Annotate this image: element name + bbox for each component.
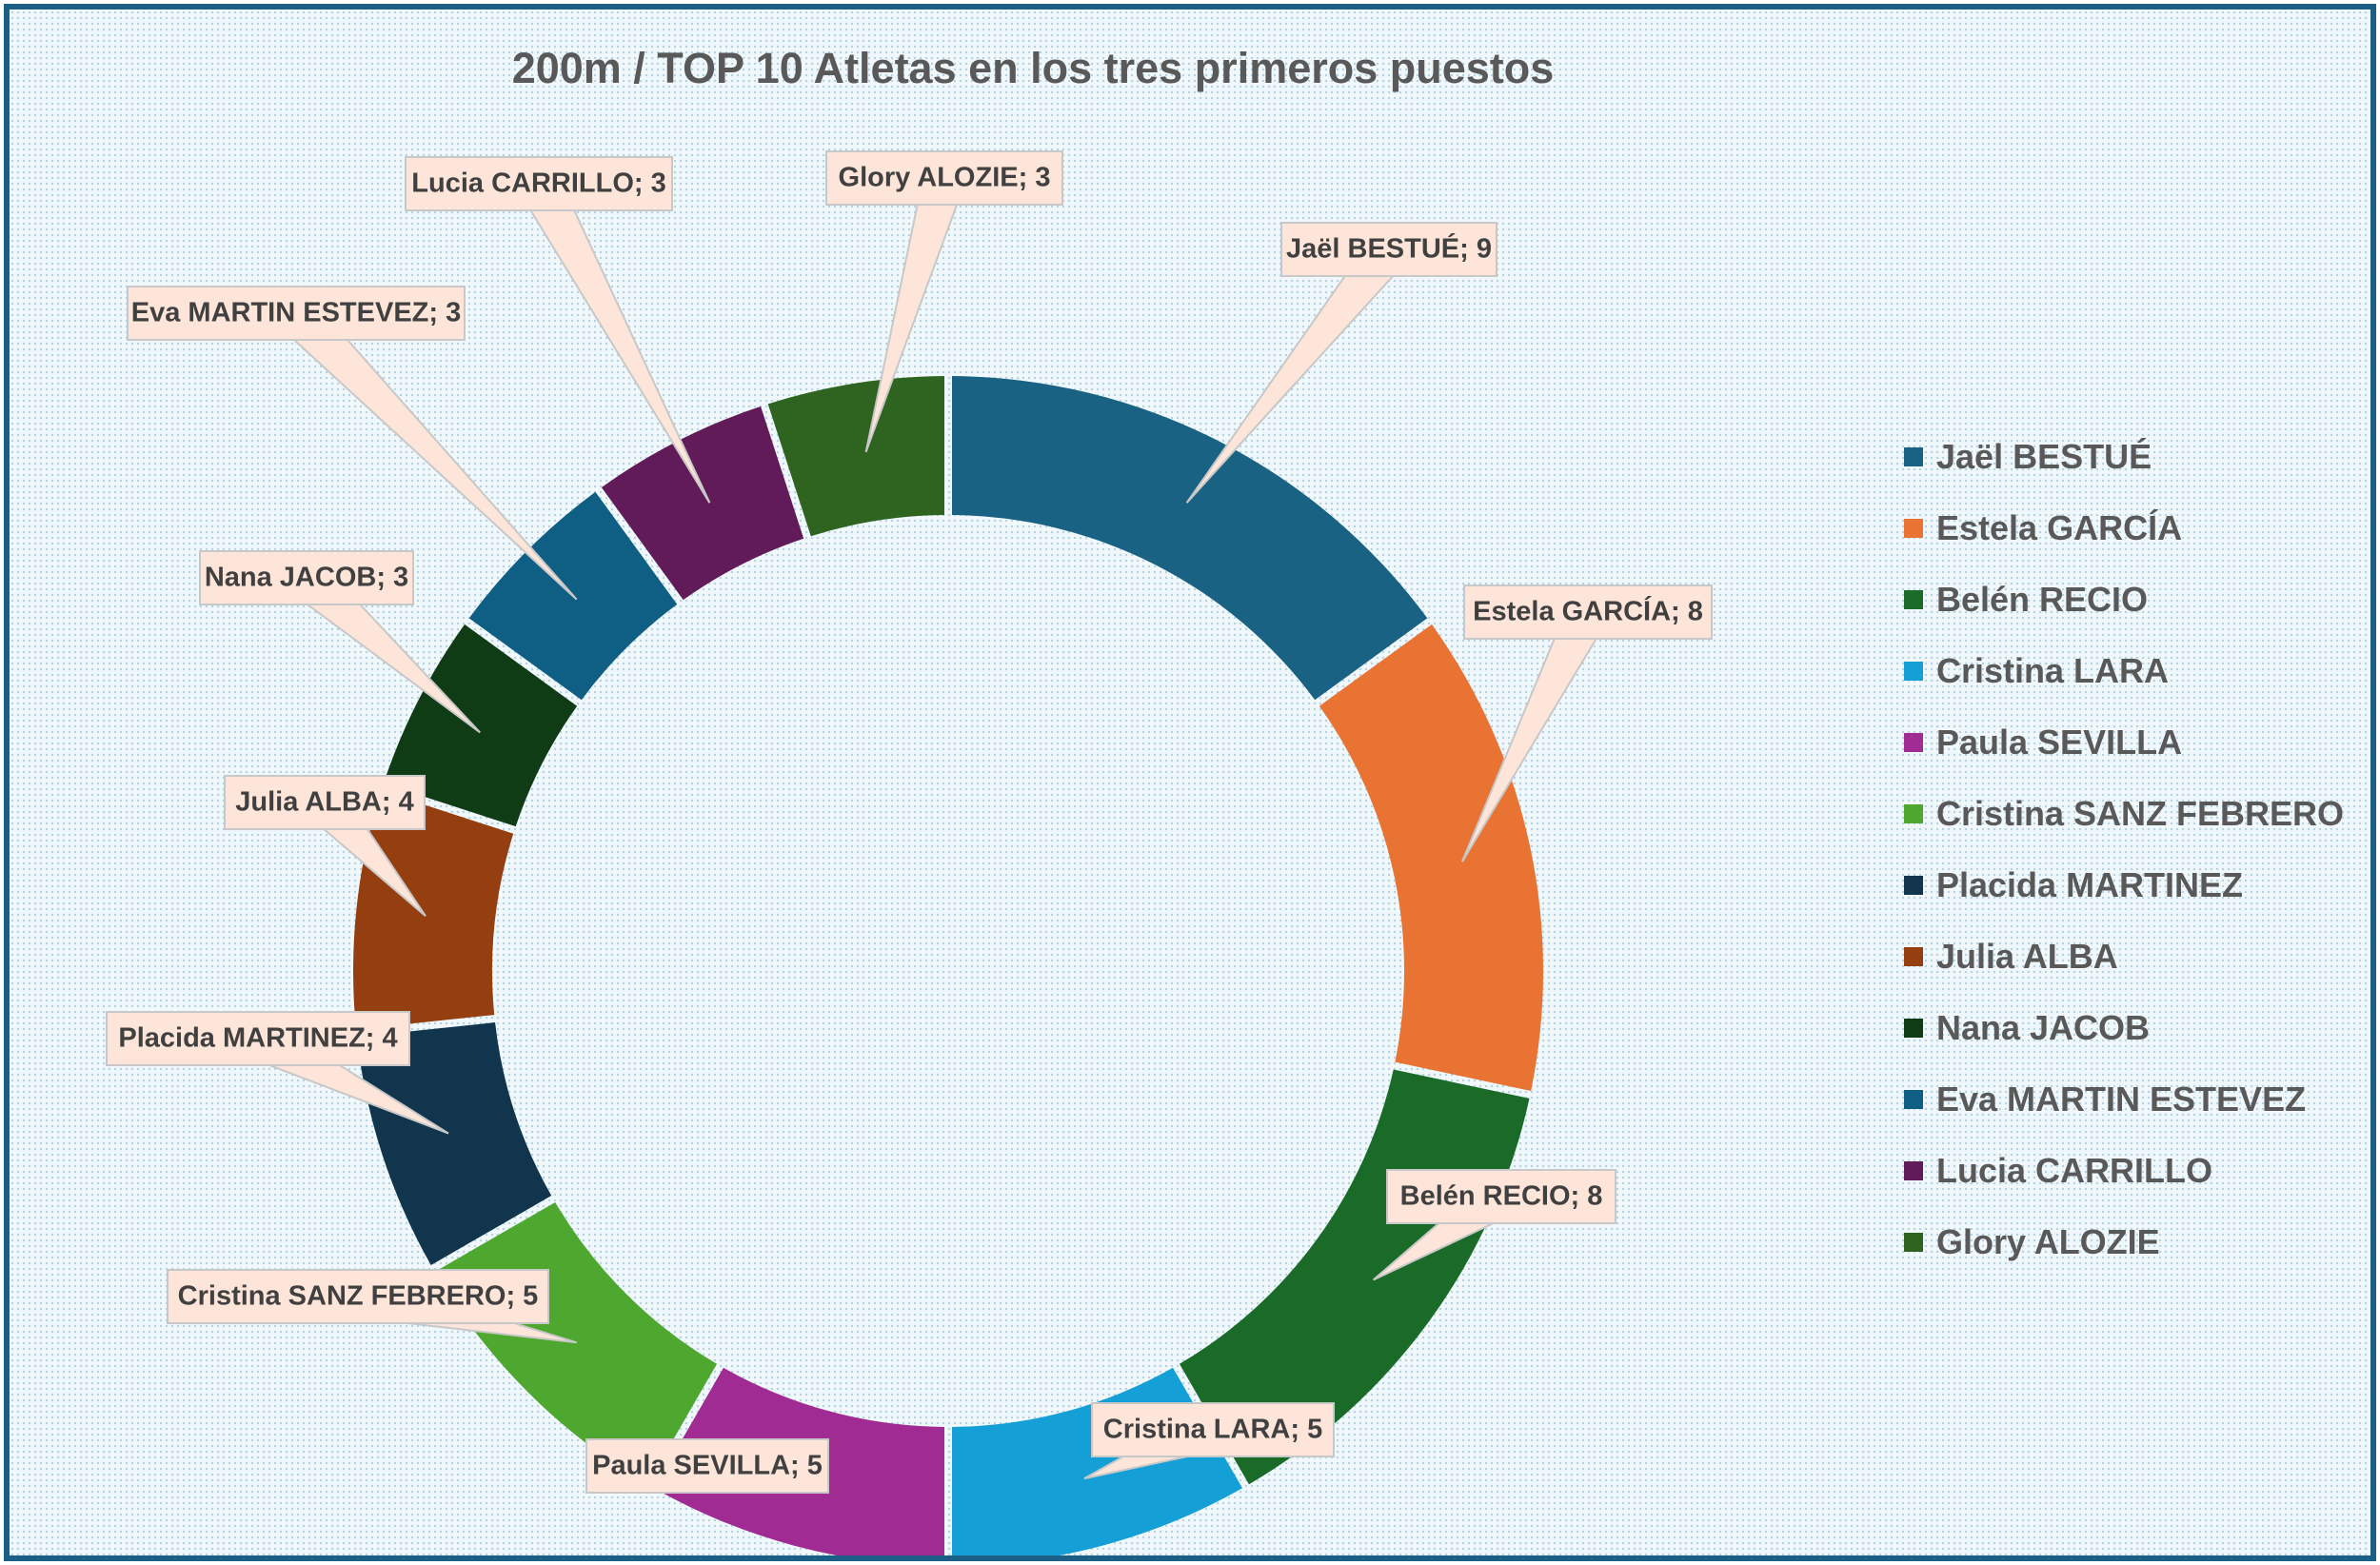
legend-swatch xyxy=(1904,732,1923,752)
legend-label: Paula SEVILLA xyxy=(1936,722,2183,762)
data-label-callout: Paula SEVILLA; 5 xyxy=(585,1438,829,1494)
data-label: Eva MARTIN ESTEVEZ; 3 xyxy=(131,298,461,328)
donut-slice xyxy=(767,376,944,537)
legend-swatch xyxy=(1904,946,1923,966)
legend-label: Estela GARCÍA xyxy=(1936,507,2183,547)
legend-swatch xyxy=(1904,589,1923,609)
callout-pointer xyxy=(519,172,711,504)
data-label: Belén RECIO; 8 xyxy=(1400,1181,1603,1212)
callout-box xyxy=(167,1269,549,1324)
legend-label: Cristina SANZ FEBRERO xyxy=(1936,793,2345,833)
legend-swatch xyxy=(1904,1160,1923,1180)
chart-legend: Jaël BESTUÉ Estela GARCÍA Belén RECIO Crist… xyxy=(1904,421,2344,1278)
donut-chart: Jaël BESTUÉ; 9 Estela GARCÍA; 8 Belén RECI… xyxy=(106,150,1713,1555)
donut-slice xyxy=(353,790,514,1030)
donut-slice xyxy=(356,1022,552,1266)
callout-box xyxy=(825,150,1063,206)
donut-slice xyxy=(1319,624,1543,1092)
donut-slice xyxy=(952,376,1428,701)
legend-item: Belén RECIO xyxy=(1904,564,2344,635)
data-label: Cristina SANZ FEBRERO; 5 xyxy=(178,1281,539,1312)
data-label: Estela GARCÍA; 8 xyxy=(1473,595,1703,627)
data-label-callout: Cristina SANZ FEBRERO; 5 xyxy=(167,1269,577,1344)
legend-swatch xyxy=(1904,1089,1923,1109)
data-label: Lucia CARRILLO; 3 xyxy=(411,168,665,199)
data-label-callout: Julia ALBA; 4 xyxy=(224,775,426,918)
legend-label: Eva MARTIN ESTEVEZ xyxy=(1936,1079,2307,1119)
callout-box xyxy=(199,550,414,605)
legend-swatch xyxy=(1904,875,1923,895)
donut-slice xyxy=(383,624,578,827)
data-label: Julia ALBA; 4 xyxy=(235,787,413,818)
legend-swatch xyxy=(1904,1232,1923,1252)
legend-label: Cristina LARA xyxy=(1936,650,2170,690)
data-label-callout: Eva MARTIN ESTEVEZ; 3 xyxy=(127,286,578,601)
data-label-callout: Cristina LARA; 5 xyxy=(1083,1402,1335,1480)
data-label: Paula SEVILLA; 5 xyxy=(592,1451,823,1481)
legend-label: Lucia CARRILLO xyxy=(1936,1150,2213,1190)
data-label: Glory ALOZIE; 3 xyxy=(839,163,1051,193)
legend-item: Estela GARCÍA xyxy=(1904,492,2344,564)
data-label-callout: Jaël BESTUÉ; 9 xyxy=(1185,222,1497,504)
chart-area: 200m / TOP 10 Atletas en los tres primer… xyxy=(4,4,2376,1561)
legend-item: Cristina SANZ FEBRERO xyxy=(1904,778,2344,849)
legend-item: Lucia CARRILLO xyxy=(1904,1135,2344,1206)
legend-swatch xyxy=(1904,518,1923,538)
legend-item: Glory ALOZIE xyxy=(1904,1206,2344,1278)
data-label-callout: Placida MARTINEZ; 4 xyxy=(106,1011,449,1135)
legend-label: Nana JACOB xyxy=(1936,1007,2151,1047)
callout-box xyxy=(405,156,673,211)
callout-box xyxy=(106,1011,410,1066)
data-label: Jaël BESTUÉ; 9 xyxy=(1286,232,1492,265)
callout-box xyxy=(224,775,426,830)
callout-box xyxy=(1280,222,1497,277)
data-label-callout: Glory ALOZIE; 3 xyxy=(825,150,1063,453)
data-label: Nana JACOB; 3 xyxy=(205,563,408,593)
callout-box xyxy=(127,286,466,341)
legend-label: Belén RECIO xyxy=(1936,579,2149,619)
legend-item: Eva MARTIN ESTEVEZ xyxy=(1904,1063,2344,1135)
legend-item: Jaël BESTUÉ xyxy=(1904,421,2344,492)
legend-item: Nana JACOB xyxy=(1904,992,2344,1063)
legend-label: Jaël BESTUÉ xyxy=(1936,436,2152,476)
callout-box xyxy=(1386,1169,1616,1224)
legend-label: Julia ALBA xyxy=(1936,936,2118,976)
legend-item: Placida MARTINEZ xyxy=(1904,849,2344,921)
legend-label: Placida MARTINEZ xyxy=(1936,864,2244,904)
legend-swatch xyxy=(1904,1018,1923,1038)
data-label: Cristina LARA; 5 xyxy=(1103,1415,1322,1445)
callout-box xyxy=(585,1438,829,1494)
data-label: Placida MARTINEZ; 4 xyxy=(118,1023,397,1054)
data-label-callout: Belén RECIO; 8 xyxy=(1372,1169,1616,1281)
donut-slice xyxy=(601,406,804,601)
legend-item: Julia ALBA xyxy=(1904,921,2344,992)
data-label-callout: Nana JACOB; 3 xyxy=(199,550,481,734)
data-label-callout: Lucia CARRILLO; 3 xyxy=(405,156,711,504)
data-label-callout: Estela GARCÍA; 8 xyxy=(1460,584,1713,862)
callout-box xyxy=(1463,584,1713,640)
legend-item: Paula SEVILLA xyxy=(1904,706,2344,778)
chart-title: 200m / TOP 10 Atletas en los tres primer… xyxy=(511,44,1555,92)
legend-swatch xyxy=(1904,446,1923,466)
legend-swatch xyxy=(1904,803,1923,823)
legend-swatch xyxy=(1904,661,1923,681)
callout-box xyxy=(1091,1402,1335,1457)
legend-label: Glory ALOZIE xyxy=(1936,1221,2160,1261)
legend-item: Cristina LARA xyxy=(1904,635,2344,706)
